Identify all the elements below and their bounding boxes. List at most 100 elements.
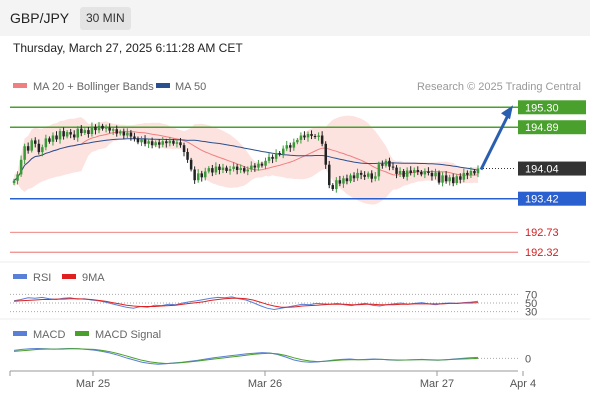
macd-signal-line — [13, 348, 479, 365]
candle-body — [469, 171, 473, 175]
support-label: 192.73 — [525, 227, 559, 239]
candle-body — [126, 132, 129, 136]
candle-body — [101, 125, 104, 129]
candle-body — [434, 172, 437, 177]
candle-body — [260, 163, 264, 166]
candle-body — [228, 169, 232, 171]
candle-body — [363, 174, 366, 177]
candle-body — [335, 180, 338, 189]
candle-body — [367, 173, 370, 177]
candle-body — [80, 128, 83, 134]
candle-body — [129, 132, 133, 137]
candle-body — [214, 166, 218, 173]
candle-body — [331, 185, 334, 189]
candle-body — [168, 140, 172, 144]
candle-body — [26, 146, 30, 151]
candle-body — [182, 145, 186, 152]
candle-body — [289, 145, 292, 148]
resistance-tag — [518, 120, 586, 135]
rsi-ma9-line — [13, 297, 479, 308]
ma9-legend-label: 9MA — [82, 272, 105, 284]
candle-body — [250, 165, 253, 170]
candle-body — [274, 153, 278, 159]
candle-body — [218, 166, 221, 170]
macd-level-label: 0 — [525, 353, 531, 365]
pivot-tag — [518, 191, 586, 206]
candle-body — [285, 145, 288, 149]
candle-body — [388, 160, 391, 167]
signal-legend-label: MACD Signal — [95, 329, 161, 341]
x-axis-tick-label: Apr 4 — [510, 378, 536, 390]
candle-body — [136, 138, 140, 143]
x-axis: Mar 25 Mar 26 Mar 27 Apr 4 — [9, 371, 536, 390]
last-price-tag — [518, 161, 586, 176]
candle-body — [147, 141, 150, 144]
candle-body — [359, 172, 363, 175]
candle-body — [402, 171, 405, 177]
candle-body — [430, 172, 434, 177]
rsi-level-label: 50 — [525, 298, 537, 310]
candle-body — [140, 139, 143, 143]
candle-body — [299, 135, 303, 140]
credit-label: Research © 2025 Trading Central — [417, 81, 581, 93]
candle-body — [87, 130, 90, 134]
candle-body — [221, 167, 225, 170]
candle-body — [186, 152, 189, 160]
rsi-legend-label: RSI — [33, 272, 51, 284]
symbol-label: GBP/JPY — [10, 10, 70, 26]
candle-body — [267, 156, 271, 161]
candle-body — [48, 138, 51, 142]
candle-body — [437, 172, 441, 183]
timeframe-button[interactable]: 30 MIN — [80, 7, 131, 30]
candle-body — [462, 172, 466, 180]
x-axis-tick-label: Mar 25 — [76, 378, 110, 390]
candle-body — [356, 172, 359, 179]
candle-body — [413, 170, 416, 173]
candle-body — [271, 156, 274, 159]
candle-body — [133, 136, 136, 139]
x-axis-tick-label: Mar 26 — [248, 378, 282, 390]
macd-line — [13, 347, 479, 365]
last-price-label: 194.04 — [525, 164, 559, 176]
candle-body — [239, 168, 242, 170]
candle-body — [282, 148, 285, 155]
candle-body — [58, 131, 62, 140]
candle-body — [420, 172, 423, 175]
signal-legend-swatch — [75, 331, 89, 336]
candle-body — [211, 168, 214, 173]
candle-body — [154, 142, 157, 146]
pivot-label: 193.42 — [525, 194, 559, 206]
candle-body — [65, 132, 69, 137]
candle-body — [257, 163, 260, 168]
candle-body — [23, 146, 26, 160]
target-arrow-head — [501, 105, 513, 120]
candle-body — [444, 175, 448, 182]
chart-datetime: Thursday, March 27, 2025 6:11:28 AM CET — [13, 41, 243, 55]
ma50-legend-swatch — [156, 83, 170, 88]
resistance-label: 194.89 — [525, 122, 559, 134]
candle-body — [342, 178, 345, 184]
support-label: 192.32 — [525, 247, 559, 259]
candle-body — [455, 176, 458, 184]
candle-body — [204, 171, 207, 178]
candle-body — [313, 136, 317, 137]
candle-body — [320, 135, 324, 144]
candle-body — [278, 153, 281, 155]
candle-body — [441, 175, 444, 183]
candle-body — [90, 126, 94, 134]
bollinger-band — [14, 115, 478, 205]
candle-body — [193, 169, 196, 181]
candle-body — [165, 141, 168, 144]
candle-body — [398, 171, 402, 174]
candle-body — [243, 168, 246, 172]
candle-body — [324, 143, 327, 165]
candle-body — [306, 134, 310, 138]
candle-body — [37, 143, 41, 153]
candle-body — [111, 129, 115, 131]
candle-body — [62, 131, 65, 137]
ma20-legend-label: MA 20 + Bollinger Bands — [33, 81, 154, 93]
ma50-line — [13, 138, 479, 182]
candle-body — [179, 142, 182, 146]
